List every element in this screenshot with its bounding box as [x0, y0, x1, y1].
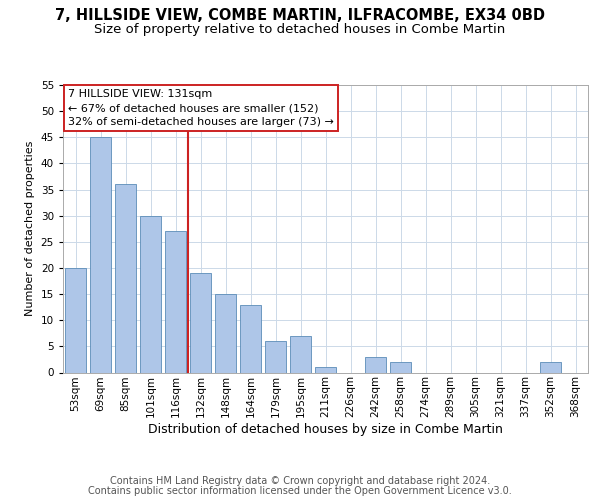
Bar: [215, 294, 236, 372]
Bar: [165, 232, 186, 372]
Bar: [365, 357, 386, 372]
X-axis label: Distribution of detached houses by size in Combe Martin: Distribution of detached houses by size …: [148, 423, 503, 436]
Bar: [240, 304, 261, 372]
Bar: [265, 341, 286, 372]
Text: Size of property relative to detached houses in Combe Martin: Size of property relative to detached ho…: [94, 22, 506, 36]
Text: 7 HILLSIDE VIEW: 131sqm
← 67% of detached houses are smaller (152)
32% of semi-d: 7 HILLSIDE VIEW: 131sqm ← 67% of detache…: [68, 90, 334, 128]
Bar: [115, 184, 136, 372]
Bar: [390, 362, 411, 372]
Text: Contains public sector information licensed under the Open Government Licence v3: Contains public sector information licen…: [88, 486, 512, 496]
Bar: [65, 268, 86, 372]
Bar: [140, 216, 161, 372]
Text: Contains HM Land Registry data © Crown copyright and database right 2024.: Contains HM Land Registry data © Crown c…: [110, 476, 490, 486]
Bar: [290, 336, 311, 372]
Bar: [315, 368, 336, 372]
Bar: [90, 138, 111, 372]
Text: 7, HILLSIDE VIEW, COMBE MARTIN, ILFRACOMBE, EX34 0BD: 7, HILLSIDE VIEW, COMBE MARTIN, ILFRACOM…: [55, 8, 545, 22]
Bar: [540, 362, 561, 372]
Bar: [190, 273, 211, 372]
Y-axis label: Number of detached properties: Number of detached properties: [25, 141, 35, 316]
